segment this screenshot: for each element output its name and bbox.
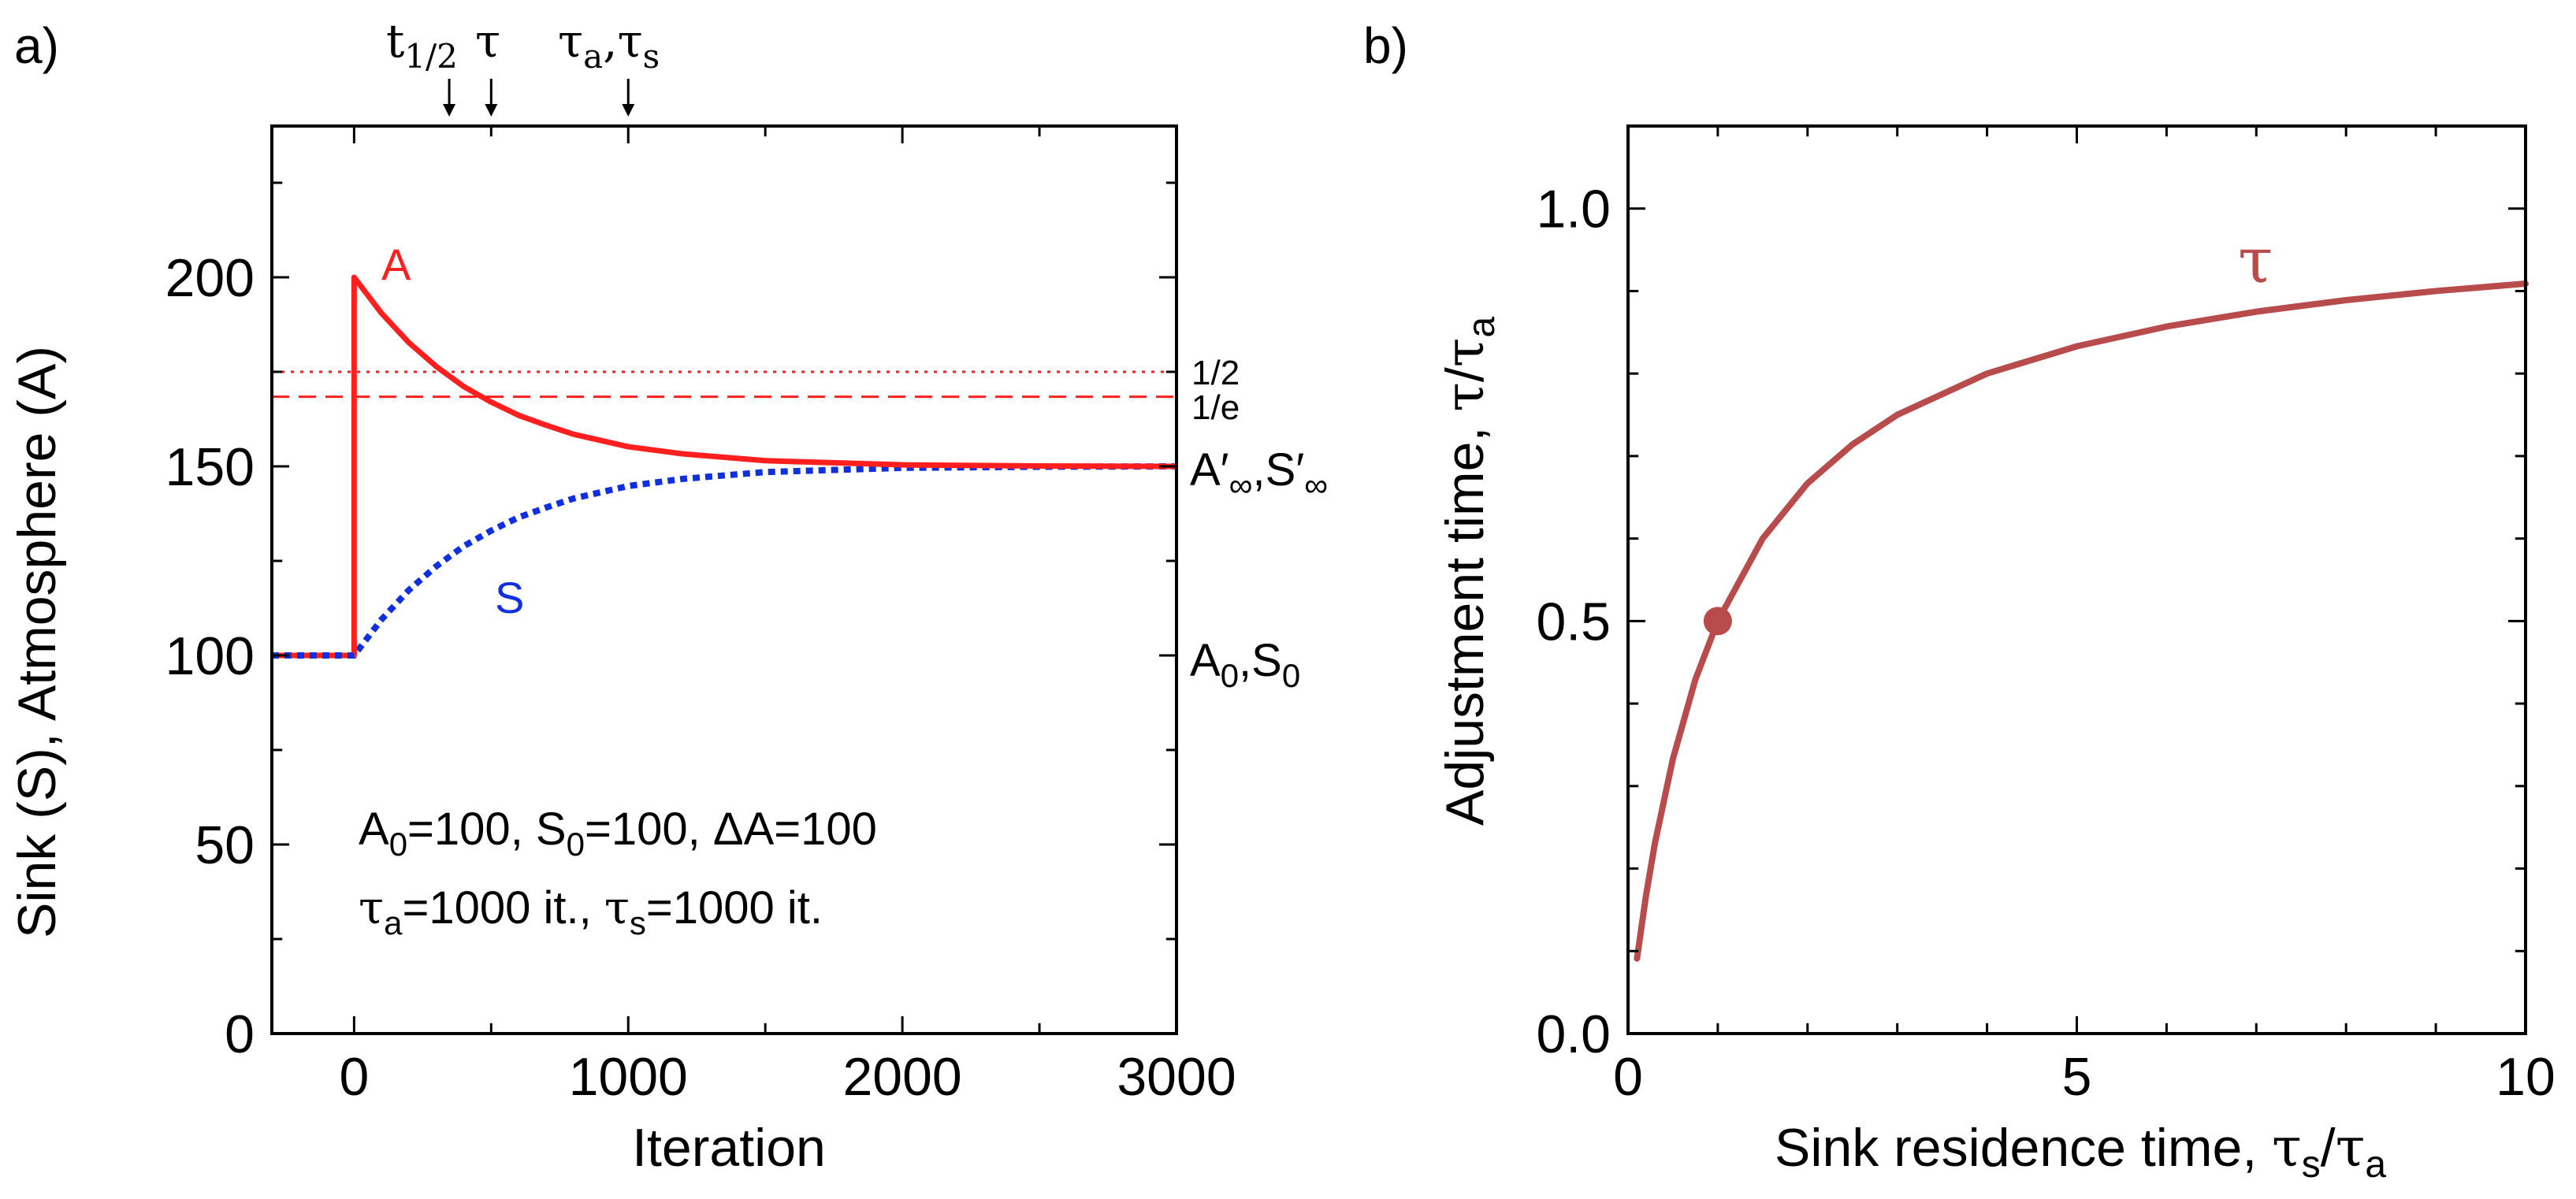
panel-a-ticks: 0 1000 2000 3000 0 50 100 150 200 xyxy=(165,126,1236,1107)
label-a-inf-s-inf: A′∞,S′∞ xyxy=(1190,444,1328,503)
panel-b-tag: b) xyxy=(1363,17,1408,74)
panel-b-frame xyxy=(1626,124,2527,1035)
series-tau-line xyxy=(1634,280,2529,962)
y-tick-label: 150 xyxy=(165,437,255,497)
params-line-2: τa=1000 it., τs=1000 it. xyxy=(359,881,823,941)
label-atmosphere: A xyxy=(381,239,411,289)
y-tick-label: 50 xyxy=(195,815,255,875)
params-line-1: A0=100, S0=100, ΔA=100 xyxy=(359,804,877,863)
marker-arrow xyxy=(443,79,456,117)
panel-a-frame xyxy=(270,124,1178,1035)
panel-b-ylabel: Adjustment time, τ/τa xyxy=(1434,317,1503,826)
tau-point xyxy=(1703,607,1732,636)
panel-b: b) 0 5 10 0.0 0.5 1.0 Adjustment time, τ/τa S… xyxy=(1363,17,2556,1186)
series-atmosphere-line xyxy=(272,274,1177,659)
x-tick-label: 2000 xyxy=(842,1047,961,1107)
panel-b-curves xyxy=(1634,280,2529,962)
x-tick-label: 1000 xyxy=(569,1047,688,1107)
marker-arrow xyxy=(485,79,498,117)
label-half: 1/2 xyxy=(1191,354,1240,392)
x-tick-label: 3000 xyxy=(1117,1047,1236,1107)
x-tick-label: 10 xyxy=(2496,1047,2556,1107)
marker-tau-a-tau-s: τa,τs xyxy=(558,14,660,76)
panel-a: a) t1/2 τ τa,τs 0 1000 2000 3000 0 50 100 150 20… xyxy=(7,14,1328,1178)
panel-b-ticks: 0 5 10 0.0 0.5 1.0 xyxy=(1536,126,2556,1107)
marker-tau: τ xyxy=(475,14,500,68)
x-tick-label: 5 xyxy=(2062,1047,2092,1107)
series-sink-line xyxy=(272,463,1177,659)
x-tick-label: 0 xyxy=(339,1047,369,1107)
label-a0-s0: A0,S0 xyxy=(1190,635,1300,694)
label-1-over-e: 1/e xyxy=(1191,388,1240,427)
y-tick-label: 200 xyxy=(165,248,255,308)
y-tick-label: 100 xyxy=(165,626,255,686)
top-markers: t1/2 τ τa,τs xyxy=(386,14,660,117)
y-tick-label: 0 xyxy=(225,1004,255,1064)
y-tick-label: 0.0 xyxy=(1536,1004,1611,1064)
tau-curve-label: τ xyxy=(2238,224,2273,297)
marker-arrow xyxy=(622,79,635,117)
marker-t-half: t1/2 xyxy=(386,14,458,76)
panel-b-xlabel: Sink residence time, τs/τa xyxy=(1775,1117,2386,1186)
x-tick-label: 0 xyxy=(1613,1047,1643,1107)
panel-a-tag: a) xyxy=(14,17,59,74)
panel-a-xlabel: Iteration xyxy=(632,1118,826,1178)
y-tick-label: 0.5 xyxy=(1536,592,1611,651)
y-tick-label: 1.0 xyxy=(1536,180,1611,239)
panel-a-curves xyxy=(272,274,1177,659)
label-sink: S xyxy=(495,573,524,622)
panel-a-ylabel: Sink (S), Atmosphere (A) xyxy=(7,346,67,938)
